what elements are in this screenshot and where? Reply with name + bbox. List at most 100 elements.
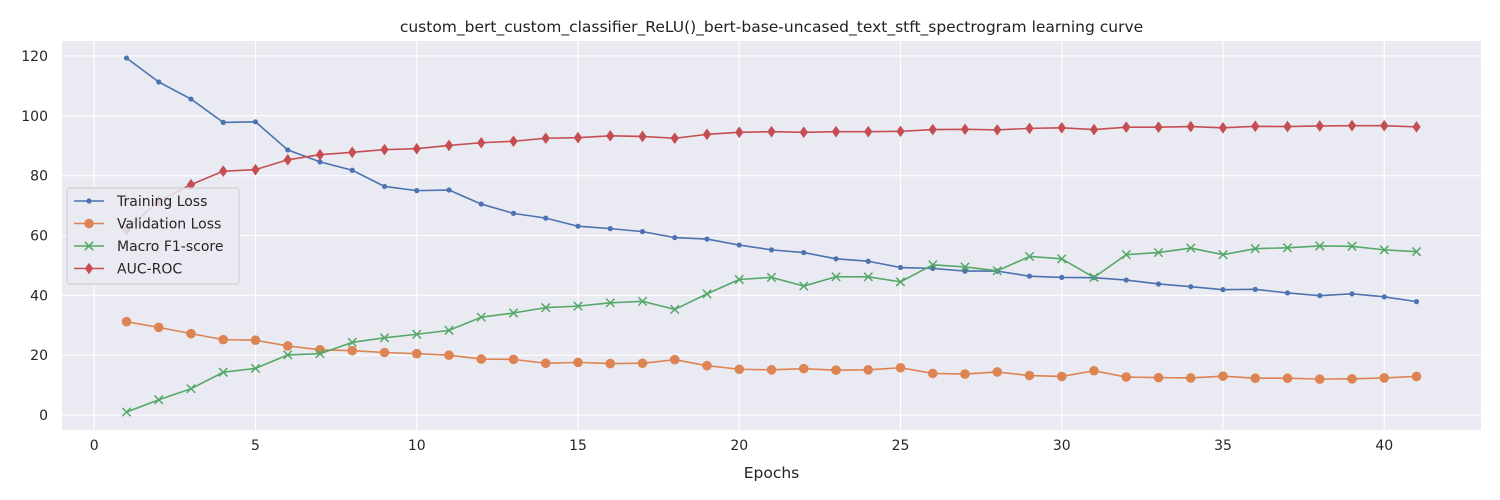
data-point-validation-loss [1153, 372, 1164, 383]
data-point-auc-roc [315, 148, 325, 161]
data-point-auc-roc [702, 128, 712, 141]
legend: Training Loss Validation Loss Macro F1-sco… [66, 187, 240, 285]
data-point-auc-roc [1251, 120, 1260, 133]
data-point-training-loss [639, 229, 646, 235]
data-point-validation-loss [669, 354, 680, 365]
data-point-training-loss [1284, 290, 1291, 296]
data-point-macro-f1-score [315, 348, 325, 359]
data-point-training-loss [1252, 286, 1258, 292]
data-point-validation-loss [1314, 374, 1325, 384]
data-point-macro-f1-score [1282, 243, 1293, 253]
data-point-validation-loss [540, 358, 551, 369]
legend-marker-auc-roc [84, 262, 94, 275]
data-point-auc-roc [444, 139, 454, 152]
legend-marker-training-loss [86, 198, 92, 204]
data-point-validation-loss [282, 341, 293, 351]
data-point-validation-loss [444, 350, 454, 360]
x-axis-label: Epochs [744, 464, 800, 482]
chart-title: custom_bert_custom_classifier_ReLU()_ber… [400, 18, 1143, 37]
data-point-auc-roc [412, 142, 421, 155]
data-point-macro-f1-score [799, 281, 809, 291]
data-point-training-loss [768, 247, 775, 253]
data-point-auc-roc [1380, 119, 1389, 132]
data-point-macro-f1-score [1057, 254, 1067, 264]
data-point-validation-loss [218, 334, 229, 345]
data-point-macro-f1-score [347, 337, 357, 348]
data-point-validation-loss [379, 347, 390, 358]
data-point-macro-f1-score [250, 363, 261, 374]
data-point-training-loss [801, 249, 807, 256]
data-point-training-loss [1349, 291, 1355, 297]
legend-label-auc-roc: AUC-ROC [117, 262, 182, 278]
data-point-macro-f1-score [573, 301, 583, 311]
data-point-validation-loss [1250, 373, 1261, 384]
data-point-validation-loss [1379, 373, 1390, 383]
data-point-validation-loss [927, 368, 938, 379]
data-point-auc-roc [283, 153, 292, 166]
data-point-macro-f1-score [1218, 249, 1228, 260]
data-point-training-loss [1059, 274, 1065, 280]
data-point-training-loss [897, 264, 904, 271]
data-point-validation-loss [411, 348, 422, 359]
data-point-training-loss [1317, 293, 1323, 299]
y-tick-label: 60 [30, 229, 48, 245]
data-point-macro-f1-score [1250, 243, 1260, 254]
data-point-auc-roc [1347, 119, 1357, 132]
data-point-auc-roc [186, 178, 196, 191]
data-point-auc-roc [864, 125, 873, 138]
data-point-training-loss [736, 242, 742, 248]
data-point-validation-loss [1347, 374, 1357, 384]
data-point-auc-roc [1315, 120, 1324, 132]
data-point-training-loss [156, 79, 162, 85]
data-point-validation-loss [960, 369, 970, 379]
data-point-training-loss [446, 187, 452, 193]
data-point-auc-roc [1089, 123, 1099, 136]
x-tick-label: 40 [1375, 438, 1393, 454]
data-point-training-loss [865, 258, 871, 264]
data-point-auc-roc [1154, 121, 1163, 133]
data-point-auc-roc [1412, 121, 1421, 133]
data-point-training-loss [575, 223, 581, 229]
data-point-macro-f1-score [379, 333, 390, 343]
data-point-training-loss [1381, 294, 1387, 300]
data-point-auc-roc [251, 163, 260, 176]
data-point-macro-f1-score [1024, 251, 1035, 262]
data-point-validation-loss [1121, 372, 1132, 382]
data-point-validation-loss [831, 365, 841, 375]
data-point-validation-loss [637, 358, 648, 369]
y-tick-label: 20 [30, 348, 48, 364]
data-point-auc-roc [928, 123, 937, 136]
data-point-macro-f1-score [1121, 249, 1131, 260]
data-point-macro-f1-score [605, 298, 615, 308]
y-tick-label: 120 [21, 49, 48, 65]
data-point-validation-loss [186, 328, 196, 339]
data-point-macro-f1-score [541, 302, 551, 313]
data-point-macro-f1-score [283, 350, 293, 360]
data-point-training-loss [962, 268, 968, 274]
data-point-auc-roc [1057, 121, 1066, 134]
data-point-training-loss [704, 236, 710, 242]
data-point-validation-loss [992, 367, 1003, 377]
data-point-training-loss [285, 147, 291, 153]
data-point-auc-roc [670, 132, 679, 145]
data-point-training-loss [1413, 299, 1420, 305]
data-point-auc-roc [960, 123, 970, 136]
data-point-auc-roc [799, 126, 808, 139]
data-point-validation-loss [250, 335, 261, 346]
data-point-validation-loss [153, 322, 164, 333]
data-point-validation-loss [121, 316, 132, 327]
data-point-validation-loss [1282, 373, 1293, 384]
data-point-macro-f1-score [1153, 247, 1164, 258]
legend-marker-macro-f1-score [84, 241, 94, 251]
y-tick-label: 100 [21, 109, 48, 125]
series-validation-loss [121, 316, 1422, 384]
data-point-auc-roc [348, 146, 357, 159]
data-point-training-loss [1155, 281, 1162, 287]
data-point-macro-f1-score [895, 277, 906, 287]
data-point-training-loss [1220, 287, 1226, 293]
data-point-training-loss [414, 188, 420, 194]
legend-label-macro-f1-score: Macro F1-score [117, 239, 223, 255]
data-point-macro-f1-score [412, 329, 422, 339]
data-point-validation-loss [347, 345, 358, 356]
